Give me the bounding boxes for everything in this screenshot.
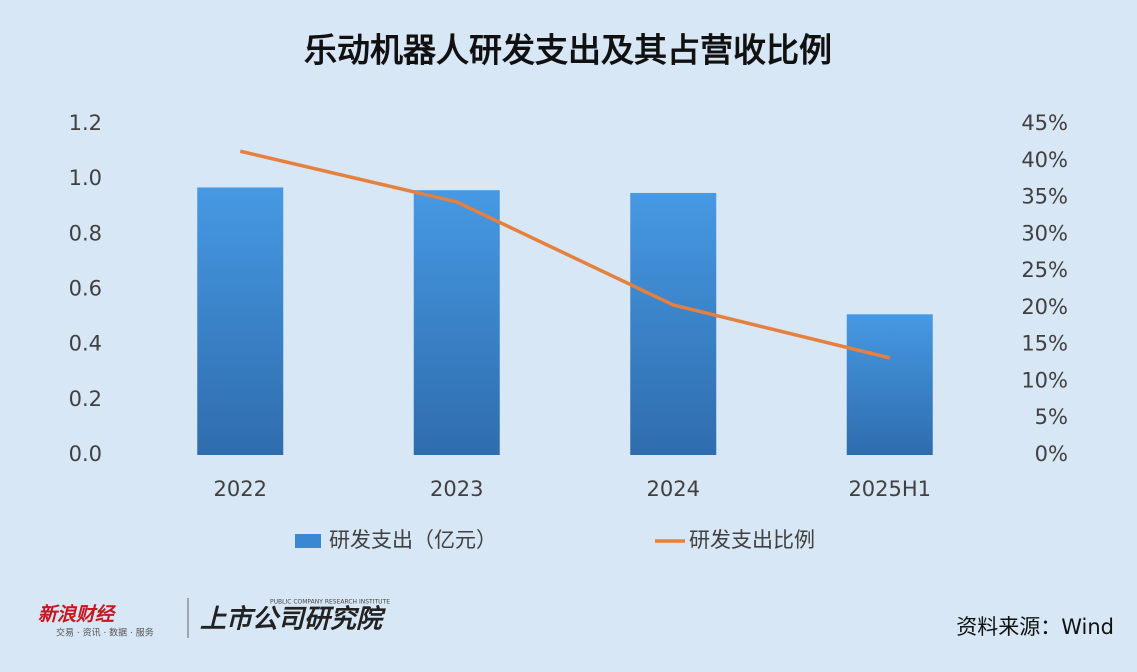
y2-tick-label: 15%	[1021, 332, 1068, 356]
y2-tick-label: 10%	[1021, 368, 1068, 392]
x-tick-label: 2022	[214, 477, 267, 501]
legend-swatch	[295, 534, 321, 548]
bar	[630, 192, 717, 456]
y-tick-label: 1.0	[69, 166, 102, 190]
y2-tick-label: 45%	[1021, 111, 1068, 135]
y2-tick-label: 25%	[1021, 258, 1068, 282]
legend-label: 研发支出（亿元）	[329, 528, 497, 552]
institute-sub: PUBLIC COMPANY RESEARCH INSTITUTE	[270, 599, 390, 606]
y-tick-label: 0.0	[69, 442, 102, 466]
sina-sub: 交易 · 资讯 · 数据 · 服务	[56, 627, 154, 639]
legend-label: 研发支出比例	[689, 528, 815, 552]
y2-tick-label: 35%	[1021, 185, 1068, 209]
sina-logo: 新浪财经	[38, 604, 117, 626]
y-tick-label: 0.4	[69, 332, 102, 356]
y-tick-label: 1.2	[69, 111, 102, 135]
x-tick-label: 2025H1	[848, 477, 931, 501]
institute-logo: 上市公司研究院	[200, 605, 386, 635]
bar	[197, 187, 284, 456]
chart-title: 乐动机器人研发支出及其占营收比例	[304, 31, 832, 70]
source: 资料来源：Wind	[956, 615, 1114, 639]
y2-tick-label: 0%	[1035, 442, 1068, 466]
bar	[846, 314, 933, 455]
y2-tick-label: 30%	[1021, 221, 1068, 245]
y-tick-label: 0.6	[69, 277, 102, 301]
footer: 新浪财经 交易 · 资讯 · 数据 · 服务 上市公司研究院 PUBLIC CO…	[38, 598, 1114, 639]
y-tick-label: 0.8	[69, 221, 102, 245]
y2-tick-label: 20%	[1021, 295, 1068, 319]
x-tick-label: 2024	[647, 477, 700, 501]
y2-tick-label: 40%	[1021, 148, 1068, 172]
bar	[413, 190, 500, 455]
line	[239, 149, 891, 360]
y2-tick-label: 5%	[1035, 405, 1068, 429]
y-tick-label: 0.2	[69, 387, 102, 411]
x-tick-label: 2023	[430, 477, 483, 501]
